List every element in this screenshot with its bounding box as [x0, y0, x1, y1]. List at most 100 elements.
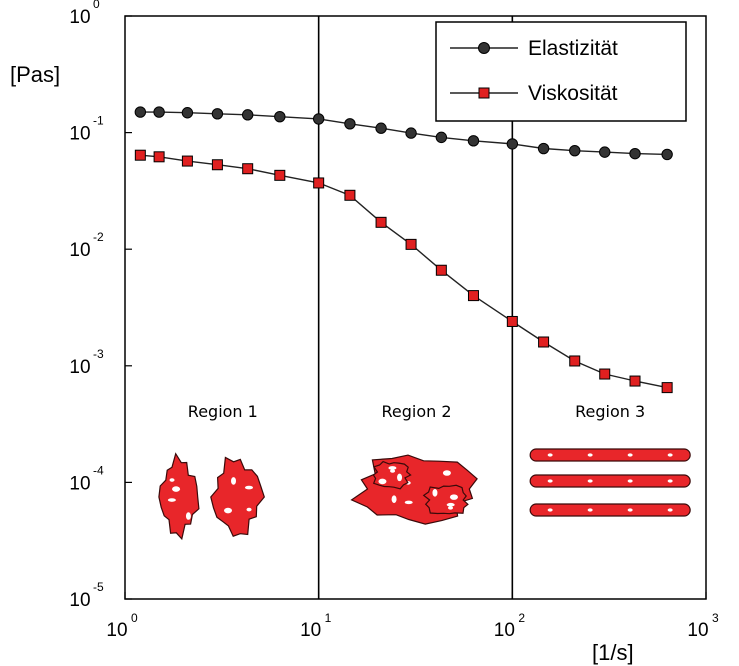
data-point — [211, 159, 223, 171]
y-tick-exponent: -1 — [93, 114, 104, 128]
region-illustration — [158, 452, 265, 541]
data-point — [599, 146, 611, 158]
legend-entry-elastizitaet: Elastizität — [450, 37, 618, 60]
data-point — [375, 122, 387, 134]
layer-hole — [547, 479, 553, 483]
legend-label-viskositaet: Viskosität — [528, 82, 618, 105]
layer-hole — [667, 453, 673, 457]
data-point — [181, 107, 194, 119]
y-tick-exponent: 0 — [93, 0, 100, 11]
data-point — [629, 147, 641, 160]
blob-hole — [446, 502, 455, 507]
region-layer: Region 1 Region 2 Region 3 — [158, 402, 691, 541]
blob-hole — [404, 500, 413, 505]
x-tick-label: 10 1 — [300, 611, 332, 641]
y-tick-label: 10-4 — [69, 463, 104, 494]
red-layer-bar — [529, 448, 691, 462]
y-tick-base: 10 — [69, 240, 90, 261]
blob-hole — [244, 485, 253, 490]
data-point — [537, 142, 550, 155]
y-tick-label: 10-5 — [69, 580, 104, 611]
red-layer-bar — [529, 474, 691, 488]
region-2: Region 2 — [350, 402, 478, 525]
layer-hole — [587, 453, 593, 457]
red-layer-bar — [529, 503, 691, 517]
y-tick-label: 100 — [69, 0, 100, 28]
x-tick-base: 10 — [300, 620, 321, 641]
blob-hole — [432, 489, 438, 497]
data-point — [467, 135, 480, 147]
blob-hole — [388, 466, 397, 470]
data-point — [211, 108, 224, 120]
legend-marker-viskositaet — [478, 87, 490, 99]
data-point — [241, 109, 254, 121]
data-point — [538, 336, 550, 348]
data-point — [405, 238, 417, 250]
data-point — [274, 110, 286, 123]
data-point — [344, 189, 356, 201]
data-point — [506, 138, 519, 150]
x-tick-base: 10 — [494, 620, 515, 641]
y-tick-exponent: -4 — [93, 463, 104, 477]
y-tick-exponent: -5 — [93, 580, 104, 594]
y-tick-exponent: -2 — [93, 230, 104, 244]
layer-hole — [667, 479, 673, 483]
y-tick-base: 10 — [69, 473, 90, 494]
data-point — [405, 127, 417, 139]
y-tick-base: 10 — [69, 7, 90, 28]
y-tick-label: 10-2 — [69, 230, 104, 261]
layer-hole — [627, 508, 633, 512]
legend-entry-viskositaet: Viskosität — [450, 82, 618, 105]
x-tick-exponent: 1 — [325, 611, 332, 625]
region-label: Region 1 — [188, 402, 258, 421]
data-point — [435, 131, 448, 144]
red-blob-shape — [372, 460, 412, 490]
blob-hole — [224, 507, 233, 514]
data-point — [506, 315, 518, 327]
data-point — [313, 177, 325, 189]
data-point — [344, 118, 356, 130]
data-point — [153, 151, 165, 163]
blob-hole — [231, 477, 237, 485]
data-point — [242, 163, 254, 175]
data-point — [375, 216, 387, 228]
region-label: Region 3 — [575, 402, 645, 421]
y-axis-label: [Pas] — [10, 62, 60, 87]
region-1: Region 1 — [158, 402, 265, 541]
x-tick-base: 10 — [687, 620, 708, 641]
series-viskositaet — [134, 149, 673, 394]
blob-hole — [397, 473, 403, 482]
blob-hole — [246, 507, 252, 512]
x-tick-base: 10 — [106, 620, 127, 641]
x-tick-label: 102 — [494, 611, 526, 641]
data-point — [274, 169, 286, 181]
x-axis-label: [1/s] — [592, 640, 634, 665]
legend-marker-elastizitaet — [478, 42, 490, 54]
blob-hole — [448, 506, 454, 510]
data-point — [153, 106, 165, 118]
blob-hole — [172, 486, 181, 492]
blob-hole — [391, 495, 397, 504]
layer-hole — [587, 508, 593, 512]
y-tick-base: 10 — [69, 590, 90, 611]
x-tick-exponent: 0 — [131, 611, 138, 625]
legend: Elastizität Viskosität — [435, 21, 687, 122]
red-blob-shape — [422, 484, 469, 515]
y-tick-label: 10-1 — [69, 114, 104, 145]
blob-hole — [449, 494, 458, 500]
data-point — [181, 155, 193, 167]
y-tick-exponent: -3 — [93, 347, 104, 361]
data-point — [629, 375, 641, 387]
blob-hole — [378, 478, 387, 485]
layer-hole — [627, 453, 633, 457]
region-label: Region 2 — [381, 402, 451, 421]
blob-hole — [185, 512, 191, 520]
region-illustration — [350, 454, 478, 525]
region-3: Region 3 — [529, 402, 691, 517]
data-point — [134, 106, 147, 118]
layer-hole — [667, 508, 673, 512]
data-point — [569, 355, 581, 367]
data-point — [569, 144, 581, 157]
